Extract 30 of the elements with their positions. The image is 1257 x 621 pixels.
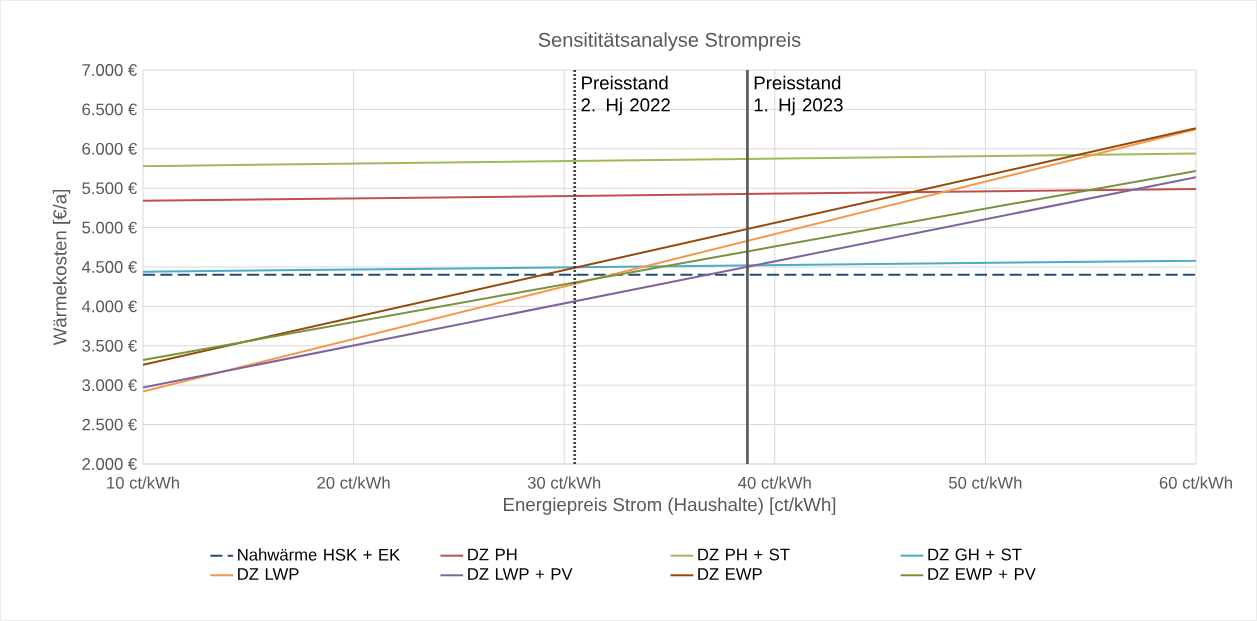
x-tick-label: 50 ct/kWh: [949, 476, 1022, 489]
x-axis-title: Energiepreis Strom (Haushalte) [ct/kWh]: [504, 497, 836, 515]
legend-label: DZ EWP + PV: [928, 568, 1036, 580]
legend-label: DZ LWP: [238, 568, 299, 580]
chart-title: Sensititätsanalyse Strompreis: [538, 32, 801, 51]
y-tick-label: 3.500 €: [82, 339, 137, 352]
legend-label: DZ EWP: [698, 568, 762, 580]
x-tick-label: 30 ct/kWh: [527, 476, 601, 489]
y-tick-label: 2.500 €: [82, 418, 137, 431]
legend-label: DZ LWP + PV: [468, 568, 573, 580]
y-tick-label: 5.000 €: [82, 221, 137, 234]
y-tick-label: 4.000 €: [81, 300, 137, 313]
y-tick-label: 5.500 €: [82, 182, 137, 195]
legend-label: DZ PH: [468, 548, 517, 561]
y-tick-label: 4.500 €: [81, 261, 137, 273]
x-tick-label: 60 ct/kWh: [1159, 476, 1232, 489]
y-tick-label: 7.000 €: [82, 64, 137, 76]
y-tick-label: 6.000 €: [82, 142, 137, 155]
ref-line-label: Preisstand 1. Hj 2023: [754, 75, 843, 116]
legend-label: Nahwärme HSK + EK: [238, 548, 401, 561]
y-tick-label: 2.000 €: [82, 458, 137, 470]
y-axis-title: Wärmekosten [€/a]: [52, 190, 71, 346]
x-tick-label: 20 ct/kWh: [317, 476, 390, 489]
y-tick-label: 6.500 €: [82, 103, 137, 116]
legend-label: DZ GH + ST: [928, 548, 1022, 561]
x-tick-label: 10 ct/kWh: [107, 476, 179, 489]
y-tick-label: 3.000 €: [82, 379, 137, 392]
x-tick-label: 40 ct/kWh: [738, 476, 811, 489]
ref-line-label: Preisstand 2. Hj 2022: [581, 75, 670, 116]
legend-label: DZ PH + ST: [698, 548, 790, 561]
